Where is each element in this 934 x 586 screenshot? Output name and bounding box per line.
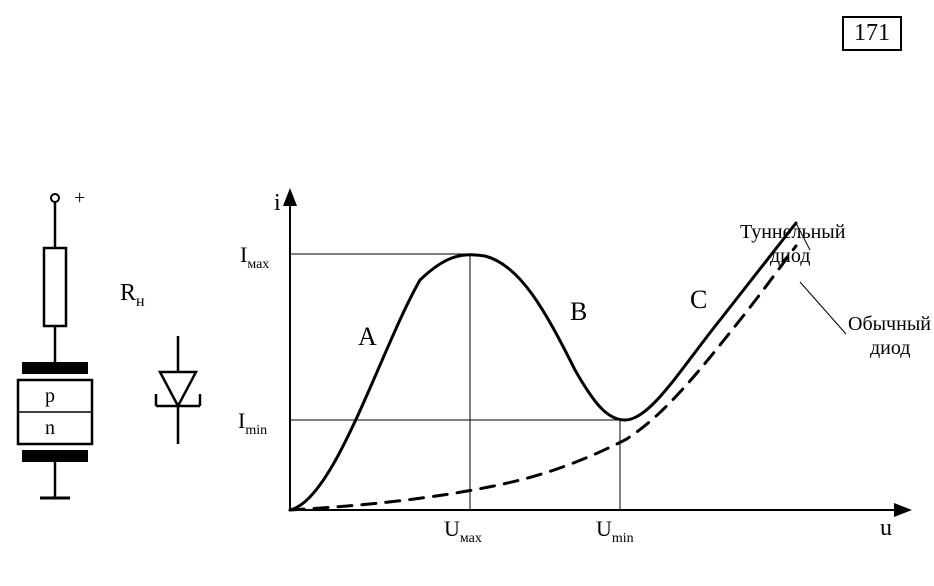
circuit-plus-label: + [74,187,85,209]
svg-text:Uмах: Uмах [444,516,482,546]
y-axis-label: i [274,190,281,216]
region-label-b: B [570,297,587,326]
svg-text:диод: диод [770,245,810,267]
circuit-resistor [44,248,66,326]
svg-text:Umin: Umin [596,516,634,546]
xtick-umin: Umin [596,516,634,546]
ytick-imax: Iмах [240,242,269,272]
circuit-p-label: p [45,385,55,407]
tunnel-diode-symbol [156,336,200,444]
svg-text:Imin: Imin [238,408,267,438]
normal-diode-curve [290,246,796,510]
legend-tunnel: Туннельный диод [740,221,846,267]
chart-guides [290,254,620,510]
tunnel-diode-curve [290,223,796,510]
svg-text:Iмах: Iмах [240,242,269,272]
circuit-n-label: n [45,417,55,439]
ytick-imin: Imin [238,408,267,438]
x-axis-label: u [880,515,892,541]
svg-text:Туннельный: Туннельный [740,221,846,243]
circuit-resistor-label: Rн [120,280,145,310]
circuit-electrode-bottom [22,450,88,462]
legend-normal: Обычный диод [800,282,931,359]
page-number: 171 [854,20,890,46]
circuit-electrode-top [22,362,88,374]
svg-text:диод: диод [870,337,910,359]
diagram-canvas: u i Iмах Imin Uмах Umin A B C Туннельный… [0,0,934,586]
svg-text:Обычный: Обычный [848,313,931,335]
xtick-umax: Uмах [444,516,482,546]
diode-triangle-icon [160,372,196,406]
page-number-box: 171 [842,16,902,51]
region-label-a: A [358,322,377,351]
circuit-top-terminal [51,194,59,202]
svg-text:Rн: Rн [120,280,145,310]
circuit: + Rн p n [18,187,145,498]
region-label-c: C [690,285,707,314]
